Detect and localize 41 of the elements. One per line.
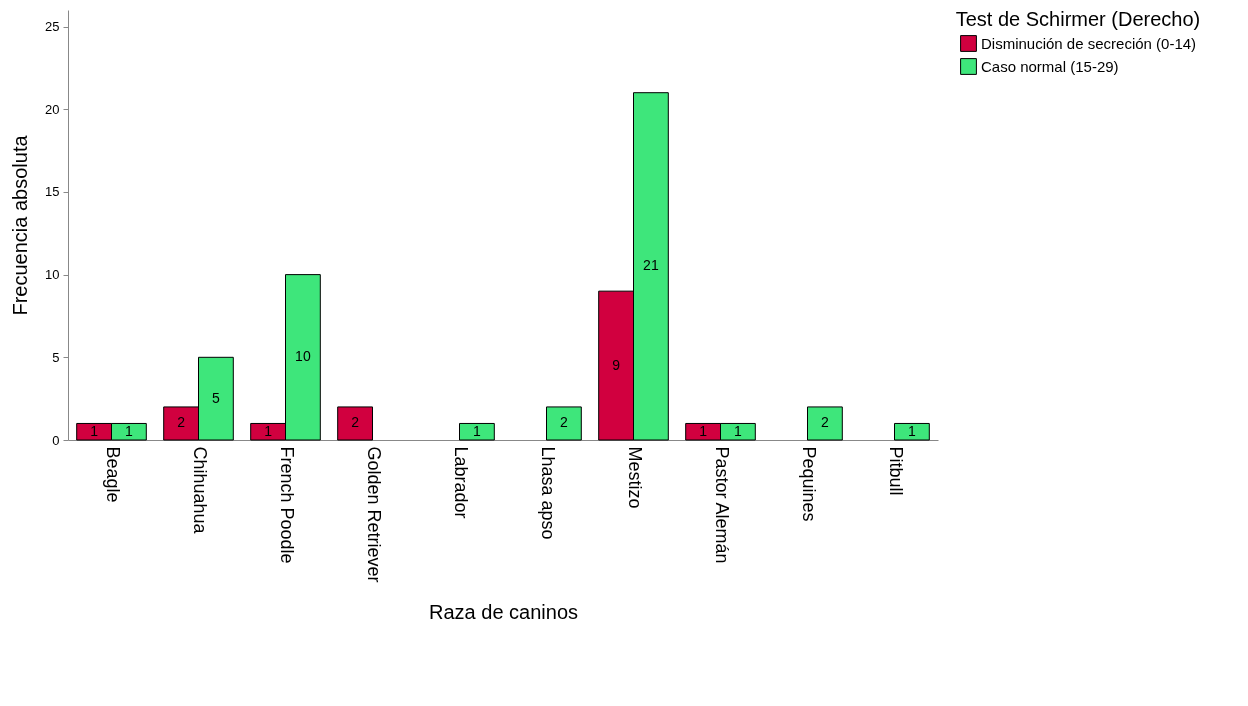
y-tick-label: 10	[45, 267, 60, 283]
y-tick-label: 20	[45, 101, 60, 117]
y-tick-label: 5	[52, 349, 60, 365]
data-label: 9	[612, 356, 621, 373]
x-tick-label: Golden Retriever	[363, 446, 384, 583]
data-label: 10	[295, 348, 311, 365]
y-tick-label: 25	[45, 19, 60, 35]
data-label: 1	[90, 422, 99, 439]
bar	[546, 406, 582, 441]
data-label: 1	[908, 422, 916, 439]
y-tick-label: 0	[52, 432, 60, 448]
x-tick-label: Labrador	[450, 446, 471, 519]
data-label: 21	[643, 257, 659, 274]
x-tick-label: Lhasa apso	[537, 446, 558, 540]
data-label: 1	[699, 422, 708, 439]
data-label: 1	[264, 422, 273, 439]
legend-label: Disminución de secreción (0-14)	[981, 34, 1197, 52]
legend-label: Caso normal (15-29)	[981, 57, 1119, 75]
bar	[337, 406, 373, 441]
y-tick-label: 15	[45, 184, 60, 200]
x-axis-title: Raza de caninos	[429, 600, 578, 623]
data-label: 2	[351, 414, 360, 431]
x-tick-label: French Poodle	[276, 446, 297, 564]
data-label: 1	[734, 422, 742, 439]
data-label: 2	[177, 414, 186, 431]
x-tick-label: Mestizo	[624, 446, 645, 509]
bar	[807, 406, 843, 441]
bar	[459, 422, 495, 441]
data-label: 2	[821, 414, 829, 431]
bar	[894, 422, 930, 441]
x-tick-label: Chihuahua	[189, 446, 210, 535]
data-label: 1	[125, 422, 133, 439]
x-tick-label: Pastor Alemán	[711, 446, 732, 564]
x-tick-label: Beagle	[102, 446, 123, 503]
data-label: 1	[473, 422, 481, 439]
data-label: 2	[560, 414, 568, 431]
y-axis-title: Frecuencia absoluta	[9, 134, 32, 316]
data-label: 5	[212, 389, 220, 406]
x-tick-label: Pitbull	[885, 446, 906, 496]
legend-title: Test de Schirmer (Derecho)	[955, 8, 1201, 30]
x-tick-label: Pequines	[798, 446, 819, 522]
